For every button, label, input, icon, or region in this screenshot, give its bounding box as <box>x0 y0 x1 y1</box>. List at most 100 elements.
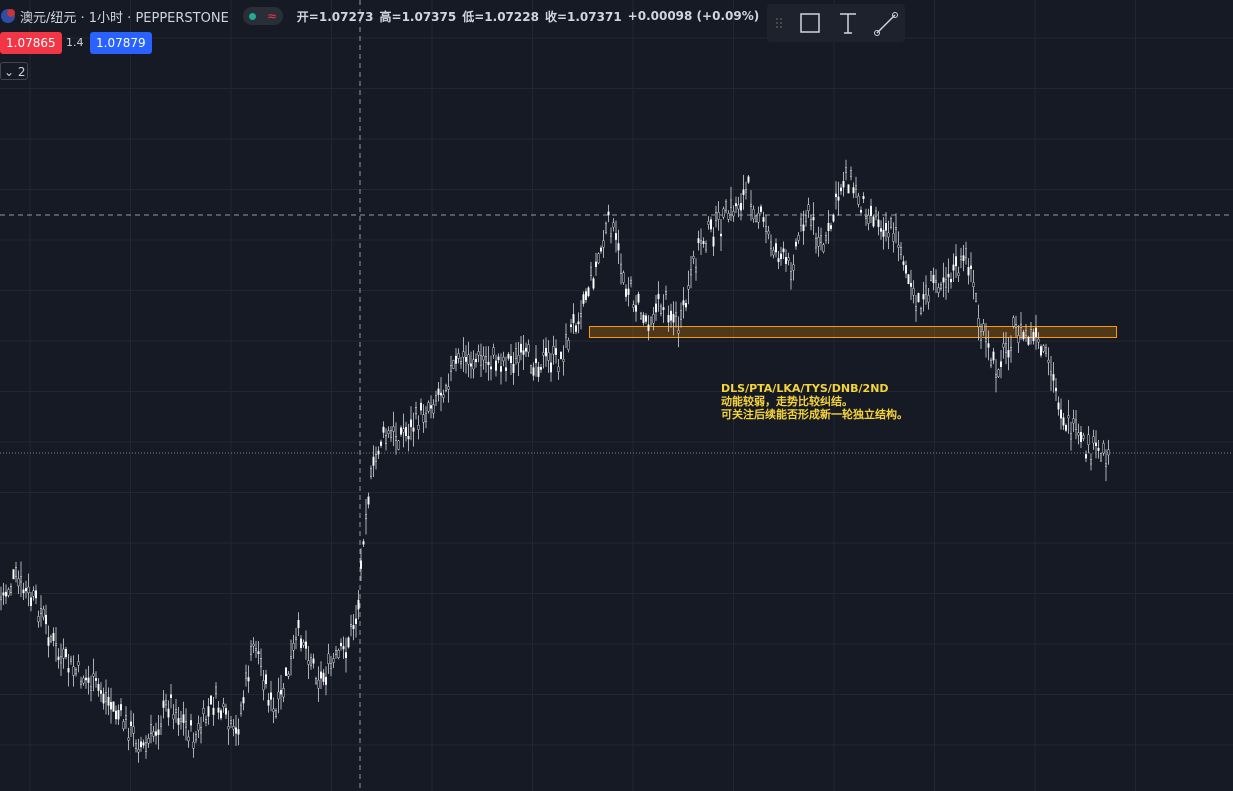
candle-body <box>249 646 252 655</box>
candle-body <box>642 314 645 323</box>
candle-body <box>455 355 458 364</box>
candle-body <box>572 314 575 323</box>
candle-body <box>94 678 97 681</box>
candle-body <box>1064 425 1067 431</box>
candle-body <box>540 367 543 370</box>
candle-body <box>507 354 510 359</box>
candle-body <box>1005 343 1008 353</box>
candle-body <box>22 589 25 594</box>
candle-body <box>942 277 945 283</box>
candle-body <box>187 736 190 742</box>
candle-body <box>247 677 250 682</box>
candle-body <box>270 692 273 700</box>
candle-body <box>882 229 885 237</box>
candle-body <box>159 723 162 727</box>
candle-body <box>214 686 217 695</box>
candle-body <box>1054 387 1057 392</box>
candle-body <box>60 656 63 664</box>
candle-body <box>950 278 953 283</box>
annotation-line: 可关注后续能否形成新一轮独立结构。 <box>721 408 908 421</box>
candle-body <box>982 323 985 332</box>
candle-body <box>860 209 863 213</box>
candle-body <box>947 273 950 278</box>
candle-body <box>980 331 983 341</box>
line-tool-end <box>892 12 898 18</box>
candle-body <box>189 720 192 726</box>
candle-body <box>432 404 435 414</box>
candle-body <box>1047 359 1050 363</box>
candle-body <box>482 355 485 361</box>
candle-body <box>435 395 438 402</box>
candle-body <box>670 310 673 321</box>
candle-body <box>647 324 650 331</box>
line-tool[interactable] <box>876 14 896 34</box>
candle-body <box>460 361 463 365</box>
candle-body <box>870 205 873 216</box>
candle-body <box>717 212 720 220</box>
candle-body <box>802 224 805 232</box>
candle-body <box>1067 415 1070 419</box>
candle-body <box>325 676 328 685</box>
candle-body <box>747 176 750 183</box>
candle-body <box>635 305 638 312</box>
symbol[interactable]: 澳元/纽元 · 1小时 · PEPPERSTONE <box>20 10 229 26</box>
candle-body <box>370 467 373 477</box>
candle-body <box>290 656 293 659</box>
bid-button[interactable]: 1.07865 <box>0 32 62 54</box>
candle-body <box>935 279 938 283</box>
candle-body <box>87 677 90 683</box>
indicator-toggle[interactable]: ⌄ 2 <box>0 62 28 80</box>
candle-body <box>840 187 843 192</box>
candle-body <box>355 618 358 624</box>
candle-body <box>872 216 875 227</box>
candle-body <box>940 284 943 289</box>
candle-body <box>1062 417 1065 426</box>
candle-body <box>830 225 833 229</box>
candle-body <box>1029 329 1032 338</box>
candle-body <box>217 707 220 713</box>
candle-body <box>770 241 773 250</box>
candle-body <box>272 708 275 712</box>
candle-body <box>837 196 840 201</box>
candle-body <box>855 185 858 190</box>
candle-body <box>260 658 263 667</box>
ask-button[interactable]: 1.07879 <box>90 32 152 54</box>
ohlc-value: 低=1.07228 <box>462 9 539 24</box>
candle-body <box>730 199 733 208</box>
candle-body <box>790 271 793 281</box>
candle-body <box>382 426 385 433</box>
candle-body <box>530 365 533 374</box>
candle-body <box>937 287 940 294</box>
candle-body <box>380 441 383 446</box>
candle-body <box>990 359 993 366</box>
candle-body <box>890 218 893 228</box>
candle-body <box>194 733 197 741</box>
text-tool[interactable] <box>840 13 856 34</box>
candle-body <box>332 658 335 663</box>
candle-body <box>1024 330 1027 336</box>
candle-body <box>25 588 28 592</box>
candle-body <box>452 360 455 369</box>
symbol-icon <box>1 9 15 23</box>
grip <box>776 18 782 28</box>
candle-body <box>400 427 403 435</box>
rect-tool[interactable] <box>800 13 820 33</box>
candle-body <box>212 707 215 715</box>
candle-body <box>1002 343 1005 348</box>
candle-body <box>40 608 43 615</box>
candle-body <box>582 294 585 304</box>
annotation[interactable]: DLS/PTA/LKA/TYS/DNB/2ND 动能较弱，走势比较纠结。 可关注后续… <box>721 382 908 421</box>
candle-body <box>277 691 280 700</box>
candle-body <box>645 315 648 322</box>
candle-body <box>1000 361 1003 367</box>
candle-body <box>907 274 910 284</box>
legend-bar: 澳元/纽元 · 1小时 · PEPPERSTONE ≈ 开=1.07273 高=1… <box>0 6 759 26</box>
candle-body <box>762 217 765 222</box>
candle-body <box>672 314 675 323</box>
candle-body <box>397 440 400 450</box>
candle-body <box>169 694 172 698</box>
candle-body <box>92 673 95 677</box>
candle-body <box>500 366 503 372</box>
